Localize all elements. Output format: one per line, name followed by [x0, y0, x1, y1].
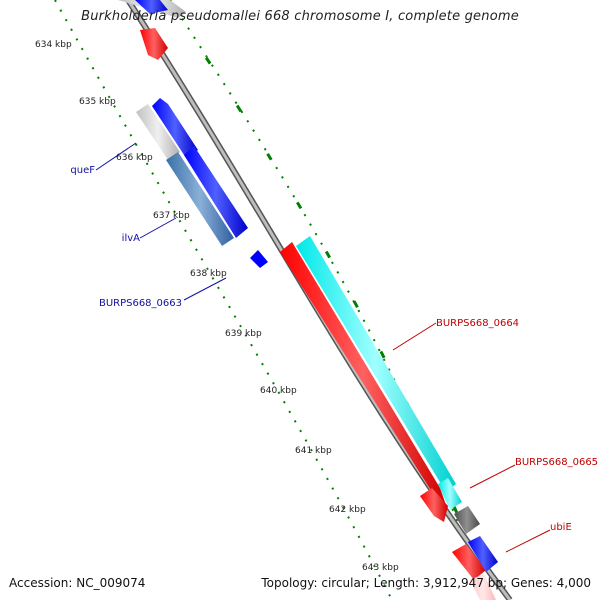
tick-label: 643 kbp [362, 563, 399, 573]
gene-label-ilvA[interactable]: ilvA [122, 233, 140, 244]
gene-label-leader [139, 217, 177, 239]
gene-ilvA[interactable] [184, 146, 248, 238]
gene-ubiE-blue[interactable] [468, 536, 498, 572]
gene-ilvA-steel[interactable] [166, 152, 234, 246]
position-tick-labels: 634 kbp 635 kbp 636 kbp 637 kbp 638 kbp 639 k… [35, 40, 399, 573]
tick-label: 641 kbp [295, 446, 332, 456]
accession-label: Accession: NC_009074 [9, 576, 146, 590]
gene-queF[interactable] [152, 98, 198, 158]
tick-label: 640 kbp [260, 386, 297, 396]
gene-BURPS668_0665-gc[interactable] [438, 478, 462, 510]
gene-label-BURPS668_0664[interactable]: BURPS668_0664 [436, 318, 519, 329]
gene-top-blue[interactable] [135, 0, 168, 14]
gene-label-ubiE[interactable]: ubiE [550, 522, 572, 533]
gene-top-red[interactable] [140, 28, 168, 60]
gene-ubiE[interactable] [452, 544, 486, 580]
gene-label-leader [505, 529, 551, 553]
gene-features-forward [280, 236, 498, 600]
gene-label-leader [183, 277, 227, 301]
gene-bottom-pale[interactable] [470, 574, 496, 600]
tick-label: 642 kbp [329, 505, 366, 515]
gene-BURPS668_0663[interactable] [250, 250, 268, 268]
gene-BURPS668_0664[interactable] [280, 242, 446, 505]
tick-label: 635 kbp [79, 97, 116, 107]
gene-labels: queF ilvA BURPS668_0663 BURPS668_0664 BURPS6… [70, 142, 598, 553]
gene-label-leader [95, 142, 137, 171]
gene-label-BURPS668_0665[interactable]: BURPS668_0665 [515, 457, 598, 468]
map-title: Burkholderia pseudomallei 668 chromosome… [81, 9, 519, 24]
gene-label-queF[interactable]: queF [70, 165, 95, 176]
gene-BURPS668_0664-gc[interactable] [296, 236, 456, 492]
tick-label: 636 kbp [116, 153, 153, 163]
gene-label-BURPS668_0663[interactable]: BURPS668_0663 [99, 298, 182, 309]
genome-stats-label: Topology: circular; Length: 3,912,947 bp… [261, 576, 591, 590]
gene-label-leader [469, 464, 516, 489]
tick-label: 638 kbp [190, 269, 227, 279]
gene-label-leader [392, 322, 437, 351]
gene-dark-grey[interactable] [454, 506, 480, 534]
tick-label: 637 kbp [153, 211, 190, 221]
tick-label: 634 kbp [35, 40, 72, 50]
gene-features-reverse [118, 0, 268, 268]
tick-label: 639 kbp [225, 329, 262, 339]
gene-BURPS668_0665[interactable] [420, 488, 448, 522]
gene-queF-grey[interactable] [136, 104, 180, 160]
